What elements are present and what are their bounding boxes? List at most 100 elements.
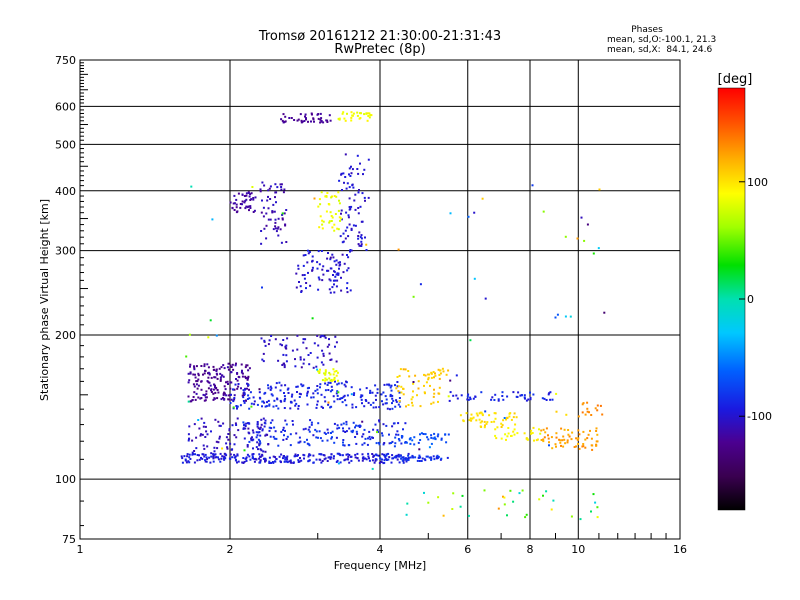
data-point bbox=[369, 403, 372, 406]
data-point bbox=[243, 460, 246, 463]
data-point bbox=[305, 282, 308, 284]
data-point bbox=[307, 120, 309, 123]
data-point bbox=[212, 455, 215, 458]
data-point bbox=[245, 364, 248, 367]
data-point bbox=[203, 455, 206, 458]
data-point bbox=[195, 365, 198, 368]
data-point bbox=[302, 264, 305, 267]
data-point bbox=[336, 272, 339, 275]
data-point bbox=[244, 366, 247, 369]
data-point bbox=[259, 188, 262, 191]
data-point bbox=[205, 430, 208, 433]
data-point bbox=[386, 383, 389, 386]
data-point bbox=[348, 186, 351, 189]
data-point bbox=[297, 267, 300, 270]
data-point bbox=[475, 419, 478, 422]
data-point bbox=[264, 434, 267, 437]
data-point bbox=[280, 430, 283, 433]
data-point bbox=[521, 489, 524, 492]
data-point bbox=[352, 112, 355, 115]
data-point bbox=[426, 455, 429, 458]
data-point bbox=[595, 444, 598, 447]
data-point bbox=[385, 402, 388, 405]
data-point bbox=[308, 386, 310, 389]
data-point bbox=[400, 385, 403, 388]
data-point bbox=[380, 393, 383, 396]
data-point bbox=[344, 431, 347, 433]
data-point bbox=[245, 459, 248, 462]
data-point bbox=[268, 429, 271, 432]
data-point bbox=[353, 199, 356, 202]
data-point bbox=[307, 443, 310, 446]
data-point bbox=[486, 421, 489, 424]
data-point bbox=[529, 398, 532, 401]
data-point bbox=[233, 209, 236, 211]
phases-x-stats: mean, sd,X: 84.1, 24.6 bbox=[607, 45, 713, 55]
data-point bbox=[341, 454, 344, 457]
data-point bbox=[494, 428, 497, 431]
data-point bbox=[322, 352, 325, 355]
data-point bbox=[356, 111, 359, 114]
data-point bbox=[319, 215, 322, 218]
data-point bbox=[330, 215, 333, 217]
data-point bbox=[283, 460, 286, 463]
data-point bbox=[321, 223, 324, 226]
data-point bbox=[350, 227, 353, 230]
data-point bbox=[187, 460, 190, 463]
data-point bbox=[236, 210, 239, 213]
data-point bbox=[218, 424, 221, 427]
data-point bbox=[215, 334, 218, 337]
data-point bbox=[262, 360, 265, 363]
data-point bbox=[209, 319, 212, 322]
data-point bbox=[274, 225, 277, 228]
data-point bbox=[233, 194, 236, 197]
data-point bbox=[233, 456, 236, 459]
data-point bbox=[261, 400, 264, 403]
data-point bbox=[376, 391, 379, 394]
data-point bbox=[359, 162, 361, 165]
data-point bbox=[355, 424, 358, 427]
data-point bbox=[405, 460, 408, 463]
data-point bbox=[227, 394, 230, 397]
data-point bbox=[180, 455, 183, 458]
x-tick-label: 8 bbox=[527, 543, 534, 556]
data-point bbox=[338, 202, 341, 205]
data-point bbox=[283, 407, 286, 409]
data-point bbox=[432, 401, 435, 404]
data-point bbox=[233, 388, 236, 391]
data-point bbox=[317, 117, 320, 120]
data-point bbox=[200, 456, 202, 459]
data-point bbox=[437, 392, 440, 395]
data-point bbox=[351, 406, 354, 409]
data-point bbox=[333, 441, 336, 444]
data-point bbox=[381, 432, 383, 435]
data-point bbox=[268, 426, 271, 429]
data-point bbox=[355, 442, 358, 445]
data-point bbox=[436, 454, 439, 457]
data-point bbox=[235, 203, 238, 206]
data-point bbox=[333, 376, 336, 379]
data-point bbox=[186, 453, 189, 456]
data-point bbox=[590, 444, 593, 447]
data-point bbox=[332, 395, 335, 398]
data-point bbox=[324, 372, 327, 375]
data-point bbox=[193, 391, 196, 394]
data-point bbox=[330, 453, 333, 456]
data-point bbox=[318, 198, 321, 201]
data-point bbox=[280, 241, 283, 244]
data-point bbox=[319, 112, 322, 115]
data-point bbox=[279, 183, 282, 186]
data-point bbox=[413, 443, 416, 446]
data-point bbox=[221, 447, 224, 450]
data-point bbox=[551, 447, 554, 450]
data-point bbox=[230, 366, 233, 368]
data-point bbox=[285, 360, 288, 363]
data-point bbox=[348, 167, 351, 170]
data-point bbox=[212, 457, 215, 460]
data-point bbox=[437, 496, 440, 499]
data-point bbox=[316, 388, 319, 391]
data-point bbox=[340, 173, 343, 176]
data-point bbox=[319, 458, 322, 461]
data-point bbox=[385, 398, 388, 401]
data-point bbox=[529, 391, 531, 394]
